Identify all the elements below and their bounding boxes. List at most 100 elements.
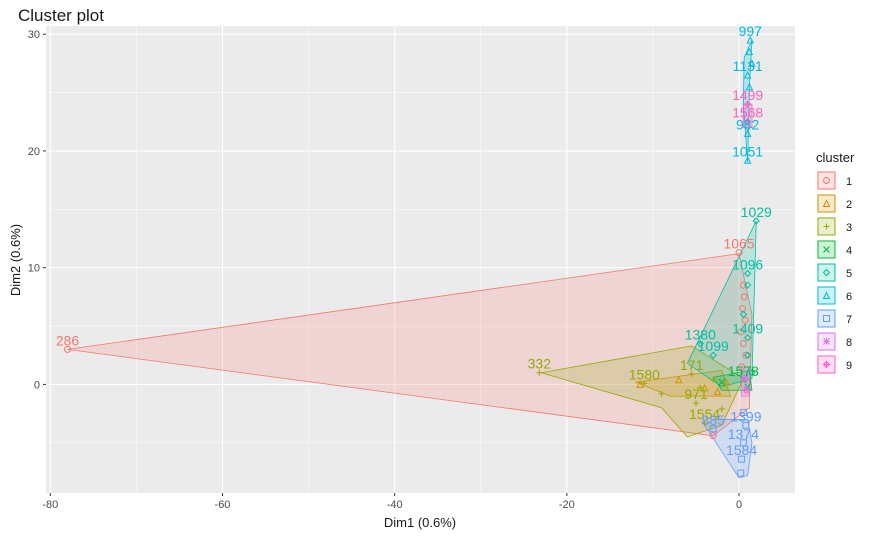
point-label: 1051 (732, 143, 763, 159)
data-point (746, 35, 755, 44)
point-label: 1409 (732, 321, 763, 337)
legend-label-4: 4 (846, 245, 852, 257)
cluster-hull-3 (540, 345, 744, 438)
data-point (823, 315, 830, 322)
point-label: 1578 (728, 363, 759, 379)
data-point (735, 248, 743, 256)
point-labels: 286 1065 332 1580 171 971 1554 1578 1029 1096 1409… (56, 23, 772, 458)
y-axis-title: Dim2 (0.6%) (8, 224, 23, 296)
point-label: 1499 (732, 87, 763, 103)
legend-label-7: 7 (846, 314, 852, 326)
point-label: 1380 (685, 327, 716, 343)
x-tick-label: -40 (387, 499, 403, 511)
point-label: 1374 (728, 426, 759, 442)
y-tick-label: 30 (28, 29, 40, 41)
legend-title: cluster (816, 150, 855, 165)
x-axis-ticks: -80 -60 -40 -20 0 (42, 493, 742, 511)
cluster-hull-1 (67, 253, 753, 437)
data-point (744, 101, 751, 108)
data-point (745, 82, 754, 91)
point-label: 1580 (629, 366, 660, 382)
point-label: 1554 (689, 406, 720, 422)
data-point (709, 432, 717, 440)
data-point (688, 370, 695, 377)
data-point (741, 316, 749, 324)
legend-label-3: 3 (846, 222, 852, 234)
data-point (823, 246, 830, 253)
data-point (743, 156, 752, 164)
legend: cluster 1 2 3 4 5 6 7 8 9 (816, 150, 855, 374)
x-tick-label: -60 (215, 499, 231, 511)
point-label: 982 (736, 116, 760, 132)
data-point (737, 328, 745, 336)
legend-key-6 (817, 286, 836, 305)
legend-label-6: 6 (846, 291, 852, 303)
data-point (713, 387, 722, 395)
legend-key-7 (817, 309, 836, 328)
point-label: 1568 (732, 105, 763, 121)
data-point (743, 385, 751, 393)
data-point (658, 390, 665, 397)
data-point (822, 268, 831, 277)
cluster-hulls (67, 39, 757, 479)
point-label: 885 (702, 412, 726, 428)
legend-key-2 (817, 194, 836, 213)
data-point (692, 400, 699, 407)
x-tick-label: -20 (559, 499, 575, 511)
data-point (709, 425, 717, 433)
point-label: 1029 (741, 204, 772, 220)
data-point (718, 378, 726, 386)
y-tick-label: 20 (28, 146, 40, 158)
x-tick-label: -80 (42, 499, 58, 511)
data-point (743, 351, 752, 359)
data-point (822, 291, 831, 299)
data-point (743, 334, 752, 342)
data-point (740, 375, 748, 382)
point-label: 332 (528, 356, 552, 372)
y-axis-ticks: 0 10 20 30 (28, 29, 46, 391)
data-point (742, 421, 750, 429)
data-point (697, 384, 704, 391)
point-label: 1399 (730, 408, 761, 424)
legend-label-2: 2 (846, 199, 852, 211)
point-label: 1584 (726, 442, 757, 458)
data-point (822, 199, 831, 207)
data-point (748, 59, 756, 67)
data-point (823, 361, 830, 368)
y-tick-label: 0 (34, 379, 40, 391)
data-point (743, 269, 752, 278)
data-point (739, 408, 747, 416)
data-point (743, 281, 752, 289)
point-label: 971 (684, 386, 708, 402)
data-point (739, 310, 748, 319)
point-label: 997 (739, 23, 763, 39)
point-label: 171 (680, 357, 704, 373)
data-point (743, 129, 752, 137)
point-label: 1096 (732, 257, 763, 273)
legend-key-5 (817, 263, 836, 282)
data-point (742, 351, 750, 359)
chart-title: Cluster plot (18, 6, 104, 25)
data-point (744, 118, 751, 125)
cluster-hull-5 (686, 220, 757, 388)
point-label: 1065 (723, 235, 754, 251)
data-point (696, 339, 705, 348)
plot-panel (46, 26, 795, 493)
data-point (823, 338, 830, 345)
data-point (718, 405, 725, 412)
data-point (823, 177, 830, 184)
legend-label-8: 8 (846, 337, 852, 349)
cluster-points (64, 35, 760, 477)
data-point (823, 223, 830, 230)
data-point (740, 293, 748, 301)
major-gridlines (46, 26, 795, 493)
data-point (722, 377, 730, 386)
x-axis-title: Dim1 (0.6%) (384, 515, 456, 530)
data-point (636, 380, 644, 388)
point-label: 1131 (733, 58, 763, 74)
y-tick-label: 10 (28, 263, 40, 275)
legend-label-5: 5 (846, 268, 852, 280)
point-label: 1099 (698, 338, 729, 354)
data-point (745, 47, 754, 56)
data-point (739, 439, 747, 447)
